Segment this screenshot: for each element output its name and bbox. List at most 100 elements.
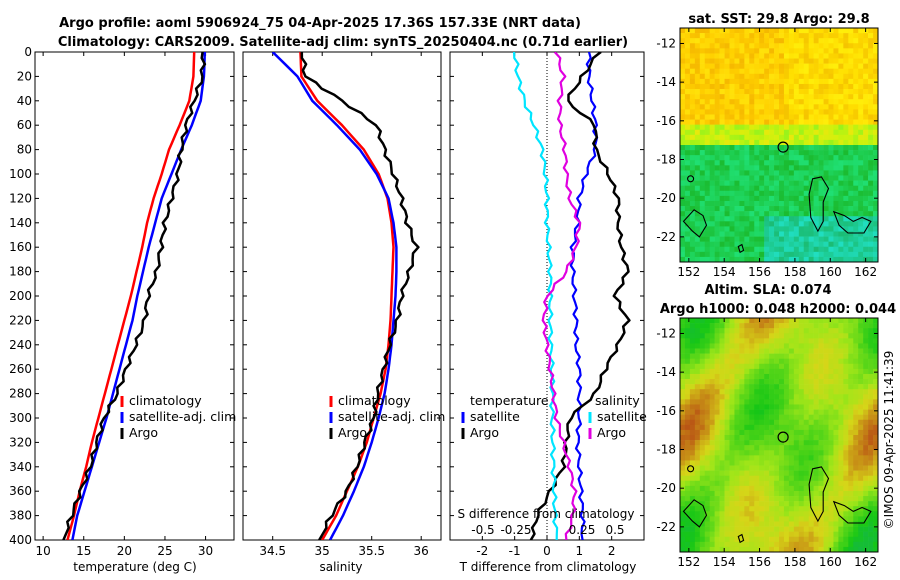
map-cell <box>873 114 878 120</box>
map-cell <box>788 440 795 446</box>
map-cell <box>704 546 710 552</box>
map-cell <box>714 343 720 349</box>
map-cell <box>774 160 780 166</box>
map-cell <box>779 241 785 248</box>
map-cell <box>803 150 809 156</box>
map-cell <box>848 450 854 456</box>
map-cell <box>759 526 765 532</box>
map-cell <box>853 89 859 95</box>
map-cell <box>808 190 814 197</box>
map-cell <box>769 399 775 405</box>
map-cell <box>769 475 775 482</box>
map-cell <box>843 94 849 100</box>
map-cell <box>774 114 780 120</box>
map-cell <box>714 190 720 197</box>
map-cell <box>759 109 765 115</box>
map-cell <box>769 480 775 487</box>
map-cell <box>803 170 809 176</box>
map-cell <box>754 53 760 59</box>
map-cell <box>853 526 859 532</box>
map-cell <box>680 155 686 161</box>
map-cell <box>798 373 805 380</box>
map-cell <box>759 241 765 248</box>
map-cell <box>684 541 691 548</box>
map-cell <box>734 114 740 120</box>
map-cell <box>779 516 785 522</box>
map-cell <box>853 501 859 507</box>
map-cell <box>724 394 730 400</box>
map-cell <box>833 546 839 552</box>
map-cell <box>754 246 760 253</box>
map-cell <box>813 185 819 192</box>
map-cell <box>689 496 696 502</box>
map-cell <box>863 155 869 161</box>
map-cell <box>843 231 849 237</box>
map-cell <box>858 175 864 181</box>
map-cell <box>779 28 785 34</box>
map-cell <box>694 150 701 156</box>
map-cell <box>769 521 775 527</box>
map-cell <box>863 394 869 400</box>
map-cell <box>714 328 720 334</box>
map-cell <box>873 328 878 334</box>
map-cell <box>724 89 730 95</box>
map-cell <box>774 124 780 131</box>
map-cell <box>833 124 839 131</box>
map-cell <box>823 68 829 75</box>
profile-lines <box>62 52 631 540</box>
map-cell <box>759 384 765 390</box>
map-cell <box>818 43 824 49</box>
map-cell <box>764 155 770 161</box>
map-cell <box>714 236 720 242</box>
map-cell <box>694 78 701 85</box>
map-cell <box>699 251 706 258</box>
map-cell <box>783 104 790 110</box>
map-cell <box>689 43 696 49</box>
map-cell <box>828 485 834 492</box>
map-cell <box>873 379 878 385</box>
map-cell <box>863 134 869 141</box>
map-cell <box>694 190 701 197</box>
map-cell <box>744 58 750 64</box>
map-cell <box>788 480 795 487</box>
map-cell <box>808 455 814 461</box>
map-cell <box>769 445 775 451</box>
map-cell <box>858 460 864 466</box>
map-cell <box>769 424 775 431</box>
map-cell <box>798 323 805 329</box>
map-cell <box>833 373 839 380</box>
map-cell <box>843 318 849 324</box>
map-cell <box>853 480 859 487</box>
map-cell <box>843 226 849 232</box>
map-cell <box>783 211 790 217</box>
map-cell <box>680 190 686 197</box>
map-cell <box>734 399 740 405</box>
map-cell <box>704 470 710 476</box>
map-cell <box>764 145 770 151</box>
map-cell <box>828 94 834 100</box>
map-cell <box>734 165 740 171</box>
map-cell <box>694 68 701 75</box>
map-cell <box>788 460 795 466</box>
map-cell <box>803 251 809 258</box>
map-cell <box>779 333 785 339</box>
legend-label: Argo <box>597 425 626 440</box>
map-cell <box>764 38 770 44</box>
map-cell <box>843 68 849 75</box>
map-cell <box>843 119 849 125</box>
map-cell <box>838 338 844 344</box>
map-cell <box>838 318 844 324</box>
map-cell <box>714 160 720 166</box>
map-cell <box>709 78 715 85</box>
map-cell <box>699 99 706 105</box>
map-x-tick-label: 160 <box>819 265 842 279</box>
map-cell <box>704 89 710 95</box>
map-cell <box>754 445 760 451</box>
map-cell <box>838 445 844 451</box>
coastline <box>737 533 745 544</box>
map-cell <box>774 104 780 110</box>
map-cell <box>774 109 780 115</box>
map-cell <box>724 384 730 390</box>
map-cell <box>699 506 706 512</box>
map-cell <box>873 460 878 466</box>
